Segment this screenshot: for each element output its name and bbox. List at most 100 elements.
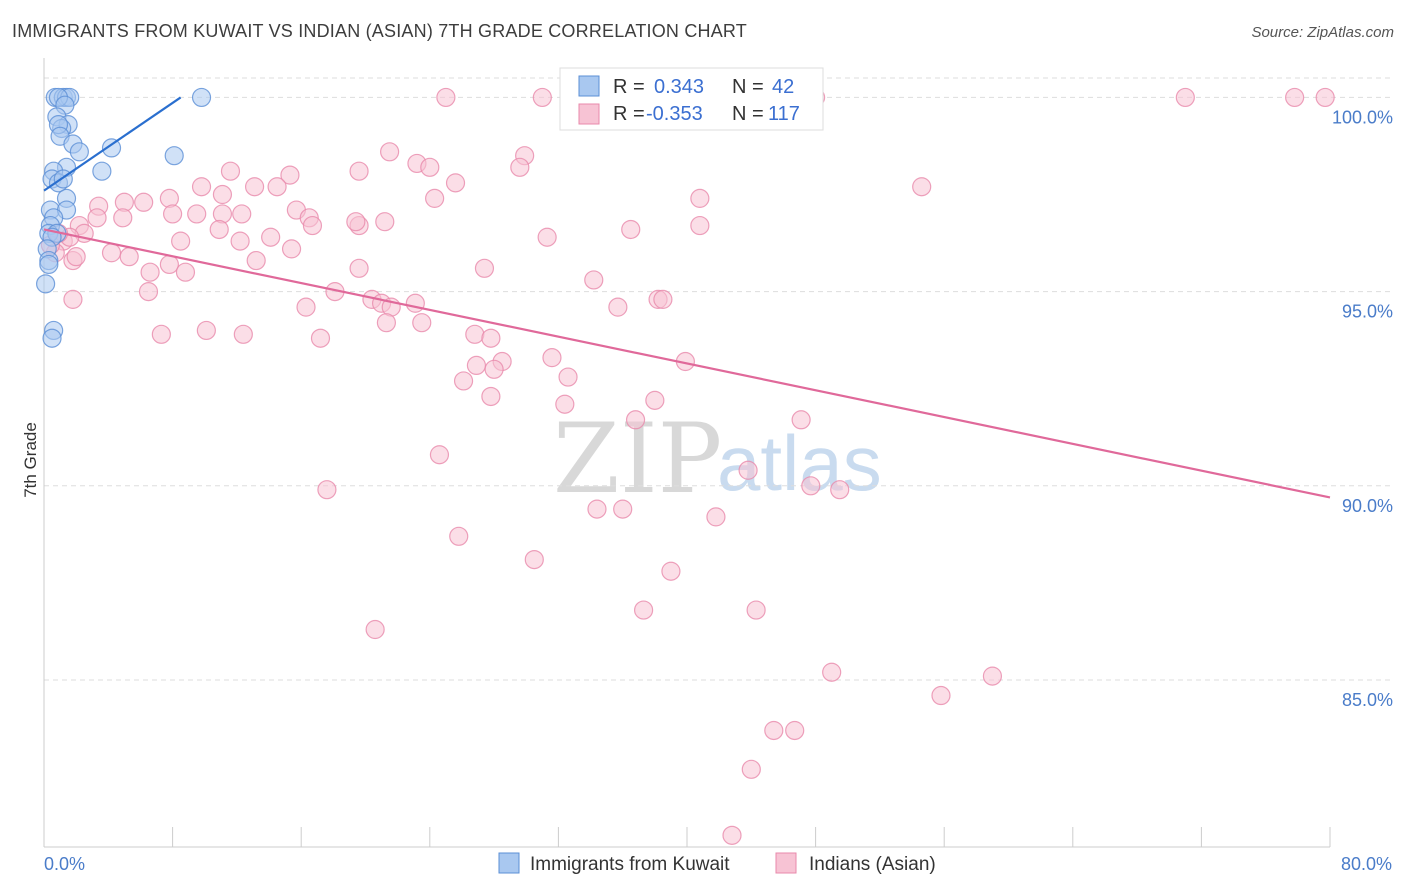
- pink-data-point: [524, 549, 544, 570]
- blue-data-point: [39, 254, 59, 275]
- pink-data-point: [119, 247, 139, 267]
- pink-data-point: [138, 282, 159, 302]
- bottom-legend-label-pink: Indians (Asian): [809, 854, 936, 875]
- pink-data-point: [532, 87, 552, 108]
- pink-data-point: [449, 526, 469, 546]
- pink-data-point: [346, 212, 366, 232]
- pink-data-point: [310, 328, 331, 348]
- gridlines: [44, 77, 1392, 681]
- pink-data-point: [484, 359, 504, 379]
- pink-data-point: [785, 720, 805, 741]
- pink-data-point: [412, 313, 432, 333]
- pink-data-point: [134, 192, 154, 212]
- pink-data-point: [220, 161, 241, 181]
- blue-data-point: [69, 142, 89, 162]
- y-axis-label: 7th Grade: [21, 422, 40, 498]
- pink-data-point: [113, 208, 133, 228]
- pink-data-point: [244, 177, 265, 197]
- pink-data-point: [187, 204, 207, 224]
- pink-data-point: [261, 227, 281, 247]
- pink-data-point: [376, 313, 396, 333]
- pink-data-point: [375, 212, 395, 232]
- legend-n-value-blue: 42: [772, 76, 794, 98]
- pink-data-point: [380, 142, 400, 162]
- pink-data-point: [232, 204, 252, 224]
- legend-r-value-blue: 0.343: [654, 76, 704, 98]
- bottom-legend-swatch-blue: [498, 852, 520, 874]
- pink-data-point: [584, 270, 604, 290]
- pink-data-point: [481, 386, 501, 407]
- pink-data-point: [453, 371, 474, 391]
- pink-data-point: [66, 247, 86, 267]
- pink-data-point: [613, 499, 633, 519]
- pink-data-point: [87, 208, 107, 228]
- pink-data-point: [196, 320, 216, 341]
- watermark-atlas: atlas: [717, 419, 882, 507]
- legend-n-label-blue: N =: [732, 76, 764, 98]
- pink-data-point: [746, 600, 766, 620]
- pink-data-point: [63, 289, 83, 309]
- pink-data-point: [741, 759, 761, 779]
- pink-data-point: [280, 165, 300, 185]
- pink-data-point: [764, 720, 784, 741]
- blue-series: [36, 87, 212, 348]
- pink-data-point: [1315, 87, 1335, 108]
- pink-data-point: [625, 410, 646, 430]
- pink-data-point: [722, 825, 742, 845]
- pink-data-point: [931, 685, 951, 706]
- pink-data-point: [429, 445, 450, 465]
- pink-data-point: [159, 254, 179, 275]
- blue-data-point: [42, 328, 62, 348]
- pink-data-point: [558, 367, 578, 387]
- pink-data-point: [801, 476, 821, 496]
- pink-data-point: [246, 250, 266, 271]
- pink-data-point: [151, 324, 171, 344]
- legend-r-label-pink: R =: [613, 103, 645, 125]
- pink-data-point: [233, 324, 253, 344]
- pink-data-point: [830, 480, 850, 500]
- pink-data-point: [405, 293, 425, 313]
- chart-title: IMMIGRANTS FROM KUWAIT VS INDIAN (ASIAN)…: [12, 21, 747, 41]
- pink-data-point: [349, 258, 369, 278]
- pink-data-point: [690, 188, 710, 208]
- pink-data-point: [738, 460, 758, 480]
- pink-data-point: [791, 410, 811, 430]
- pink-data-point: [822, 662, 842, 682]
- x-tick-label: 80.0%: [1341, 854, 1392, 874]
- pink-data-point: [209, 219, 229, 240]
- x-tick-label: 0.0%: [44, 854, 85, 874]
- pink-data-point: [171, 231, 191, 251]
- blue-trend-line: [43, 96, 182, 192]
- pink-data-point: [1175, 87, 1195, 108]
- blue-data-point: [36, 274, 56, 294]
- pink-data-point: [555, 394, 575, 414]
- pink-data-point: [912, 177, 932, 197]
- pink-data-point: [296, 297, 316, 317]
- pink-data-point: [982, 666, 1003, 686]
- bottom-legend: Immigrants from Kuwait Indians (Asian): [498, 852, 936, 875]
- y-tick-label: 90.0%: [1342, 496, 1393, 516]
- legend-r-label-blue: R =: [613, 76, 645, 98]
- source-label: Source: ZipAtlas.com: [1251, 24, 1394, 41]
- legend-swatch-blue: [578, 75, 600, 97]
- pink-data-point: [706, 507, 726, 527]
- pink-data-point: [281, 239, 302, 259]
- y-tick-label: 85.0%: [1342, 690, 1393, 710]
- blue-data-point: [164, 146, 184, 166]
- blue-data-point: [92, 161, 112, 181]
- pink-data-point: [163, 204, 183, 224]
- trend-lines: [43, 96, 1331, 499]
- pink-data-point: [436, 87, 456, 108]
- pink-data-point: [175, 262, 196, 282]
- pink-data-point: [420, 157, 440, 177]
- legend: R = 0.343 N = 42 R = -0.353 N = 117: [559, 67, 824, 131]
- bottom-legend-swatch-pink: [775, 852, 797, 874]
- pink-data-point: [690, 215, 710, 236]
- pink-data-point: [542, 348, 562, 368]
- blue-data-point: [101, 138, 122, 158]
- pink-data-point: [621, 219, 641, 240]
- legend-r-value-pink: -0.353: [646, 103, 703, 125]
- pink-data-point: [425, 188, 445, 208]
- y-tick-label: 95.0%: [1342, 302, 1393, 322]
